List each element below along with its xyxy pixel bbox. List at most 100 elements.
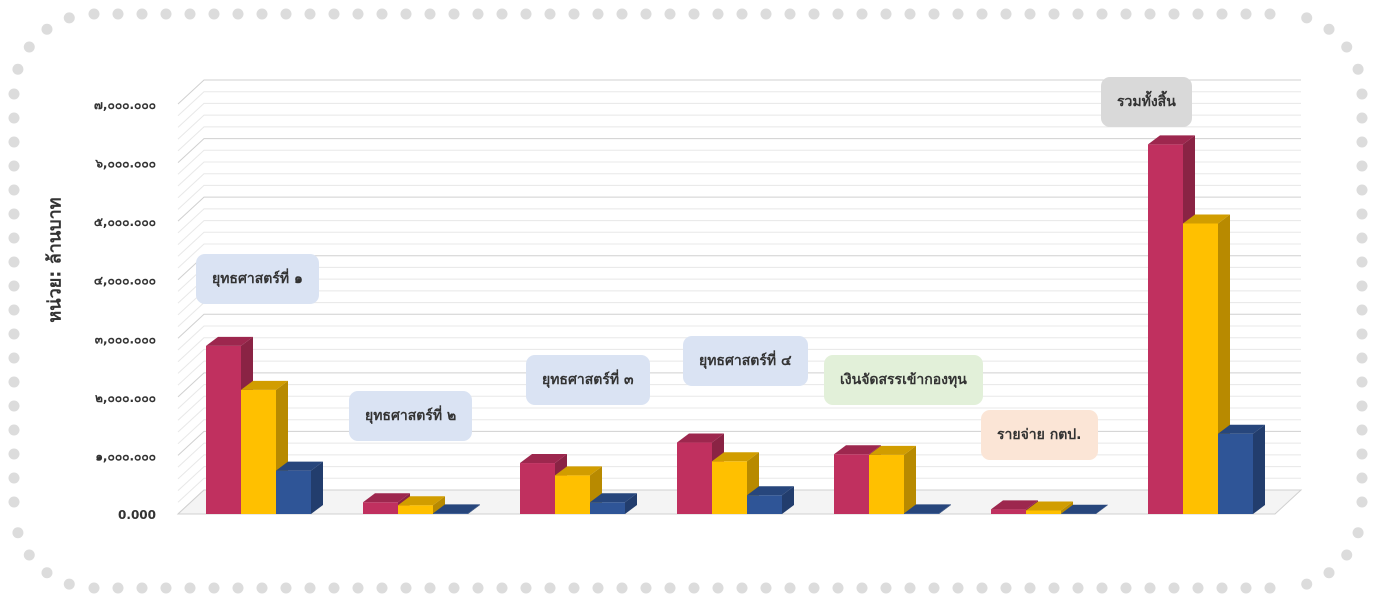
frame-dot bbox=[184, 8, 196, 20]
frame-dot bbox=[1356, 304, 1368, 316]
frame-dot bbox=[1144, 8, 1156, 20]
gridline-minor bbox=[177, 161, 1301, 187]
frame-dot bbox=[376, 8, 388, 20]
frame-dot bbox=[664, 8, 676, 20]
category-label: ยุทธศาสตร์ที่ ๒ bbox=[349, 391, 473, 441]
bar-top bbox=[1061, 504, 1108, 514]
frame-dot bbox=[1323, 23, 1335, 35]
bar bbox=[1218, 424, 1265, 514]
frame-dot bbox=[880, 8, 892, 20]
bar bbox=[904, 504, 951, 514]
frame-dot bbox=[1301, 578, 1313, 590]
bar-top bbox=[991, 500, 1038, 510]
bar-top bbox=[206, 336, 253, 346]
frame-dot bbox=[520, 582, 532, 594]
frame-dot bbox=[1216, 582, 1228, 594]
bar-top bbox=[677, 433, 724, 443]
gridline-minor bbox=[177, 454, 1301, 480]
frame-dot bbox=[448, 8, 460, 20]
gridline-minor bbox=[177, 102, 1301, 128]
frame-dot bbox=[256, 8, 268, 20]
frame-dot bbox=[1192, 8, 1204, 20]
frame-dot bbox=[23, 41, 35, 53]
frame-dot bbox=[472, 582, 484, 594]
frame-dot bbox=[424, 8, 436, 20]
frame-dot bbox=[808, 582, 820, 594]
bar-top bbox=[1218, 424, 1265, 434]
frame-dot bbox=[1356, 184, 1368, 196]
grid-lines bbox=[176, 79, 1303, 515]
bar-top bbox=[555, 466, 602, 476]
frame-dot bbox=[8, 376, 20, 388]
frame-dot bbox=[640, 8, 652, 20]
frame-dot bbox=[1356, 424, 1368, 436]
y-tick-label: ๖,๐๐๐.๐๐๐ bbox=[94, 157, 156, 171]
frame-dot bbox=[400, 582, 412, 594]
bar-front bbox=[1026, 510, 1061, 514]
frame-dot bbox=[112, 582, 124, 594]
frame-dot bbox=[1356, 208, 1368, 220]
frame-dot bbox=[12, 63, 24, 75]
frame-dot bbox=[1024, 582, 1036, 594]
bar-top bbox=[834, 445, 881, 455]
bar-side bbox=[782, 486, 794, 514]
bar-front bbox=[398, 505, 433, 514]
bar-front bbox=[206, 345, 241, 514]
frame-dot bbox=[496, 8, 508, 20]
frame-dot bbox=[736, 8, 748, 20]
category-label: เงินจัดสรรเข้ากองทุน bbox=[824, 355, 983, 405]
frame-dot bbox=[12, 527, 24, 539]
frame-dot bbox=[568, 582, 580, 594]
y-tick-label: ๒,๐๐๐.๐๐๐ bbox=[95, 391, 156, 405]
frame-dot bbox=[712, 582, 724, 594]
frame-dot bbox=[1120, 8, 1132, 20]
frame-dot bbox=[8, 448, 20, 460]
frame-dot bbox=[952, 8, 964, 20]
gridline-minor bbox=[177, 466, 1301, 491]
bar-front bbox=[869, 454, 904, 514]
frame-dot bbox=[688, 8, 700, 20]
bar-front bbox=[834, 454, 869, 514]
bar bbox=[1061, 504, 1108, 514]
frame-dot bbox=[88, 8, 100, 20]
frame-dot bbox=[1356, 376, 1368, 388]
frame-dot bbox=[8, 184, 20, 196]
bar-top bbox=[1183, 214, 1230, 224]
bar-front bbox=[520, 463, 555, 514]
gridline-minor bbox=[177, 114, 1301, 140]
frame-dot bbox=[280, 582, 292, 594]
frame-dot bbox=[8, 160, 20, 172]
frame-dot bbox=[1048, 8, 1060, 20]
gridline-minor bbox=[177, 208, 1301, 234]
frame-dot bbox=[8, 304, 20, 316]
bar-front bbox=[991, 509, 1026, 514]
gridline-major bbox=[177, 79, 1301, 105]
frame-dot bbox=[760, 8, 772, 20]
frame-dot bbox=[136, 8, 148, 20]
frame-dot bbox=[1072, 8, 1084, 20]
gridline-minor bbox=[177, 325, 1301, 351]
frame-dot bbox=[8, 256, 20, 268]
y-tick-label: 0.000 bbox=[118, 508, 156, 522]
frame-dot bbox=[160, 8, 172, 20]
frame-dot bbox=[1216, 8, 1228, 20]
gridline-minor bbox=[177, 126, 1301, 152]
frame-dot bbox=[640, 582, 652, 594]
frame-dot bbox=[8, 352, 20, 364]
gridline-major bbox=[177, 196, 1301, 222]
frame-dot bbox=[1192, 582, 1204, 594]
gridline-minor bbox=[177, 173, 1301, 199]
frame-dot bbox=[424, 582, 436, 594]
frame-dot bbox=[856, 582, 868, 594]
gridline-minor bbox=[177, 243, 1301, 269]
frame-dot bbox=[616, 582, 628, 594]
frame-dot bbox=[88, 582, 100, 594]
frame-dot bbox=[136, 582, 148, 594]
frame-dot bbox=[1168, 8, 1180, 20]
frame-dot bbox=[1356, 448, 1368, 460]
y-tick-label: ๓,๐๐๐.๐๐๐ bbox=[95, 332, 156, 346]
frame-dot bbox=[160, 582, 172, 594]
gridline-minor bbox=[177, 442, 1301, 468]
frame-dot bbox=[880, 582, 892, 594]
